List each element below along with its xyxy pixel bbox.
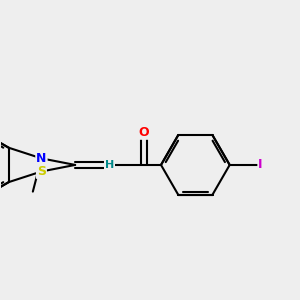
- Text: H: H: [105, 160, 114, 170]
- Text: O: O: [139, 126, 149, 139]
- Text: S: S: [37, 165, 46, 178]
- Text: N: N: [36, 152, 46, 165]
- Text: I: I: [258, 158, 263, 171]
